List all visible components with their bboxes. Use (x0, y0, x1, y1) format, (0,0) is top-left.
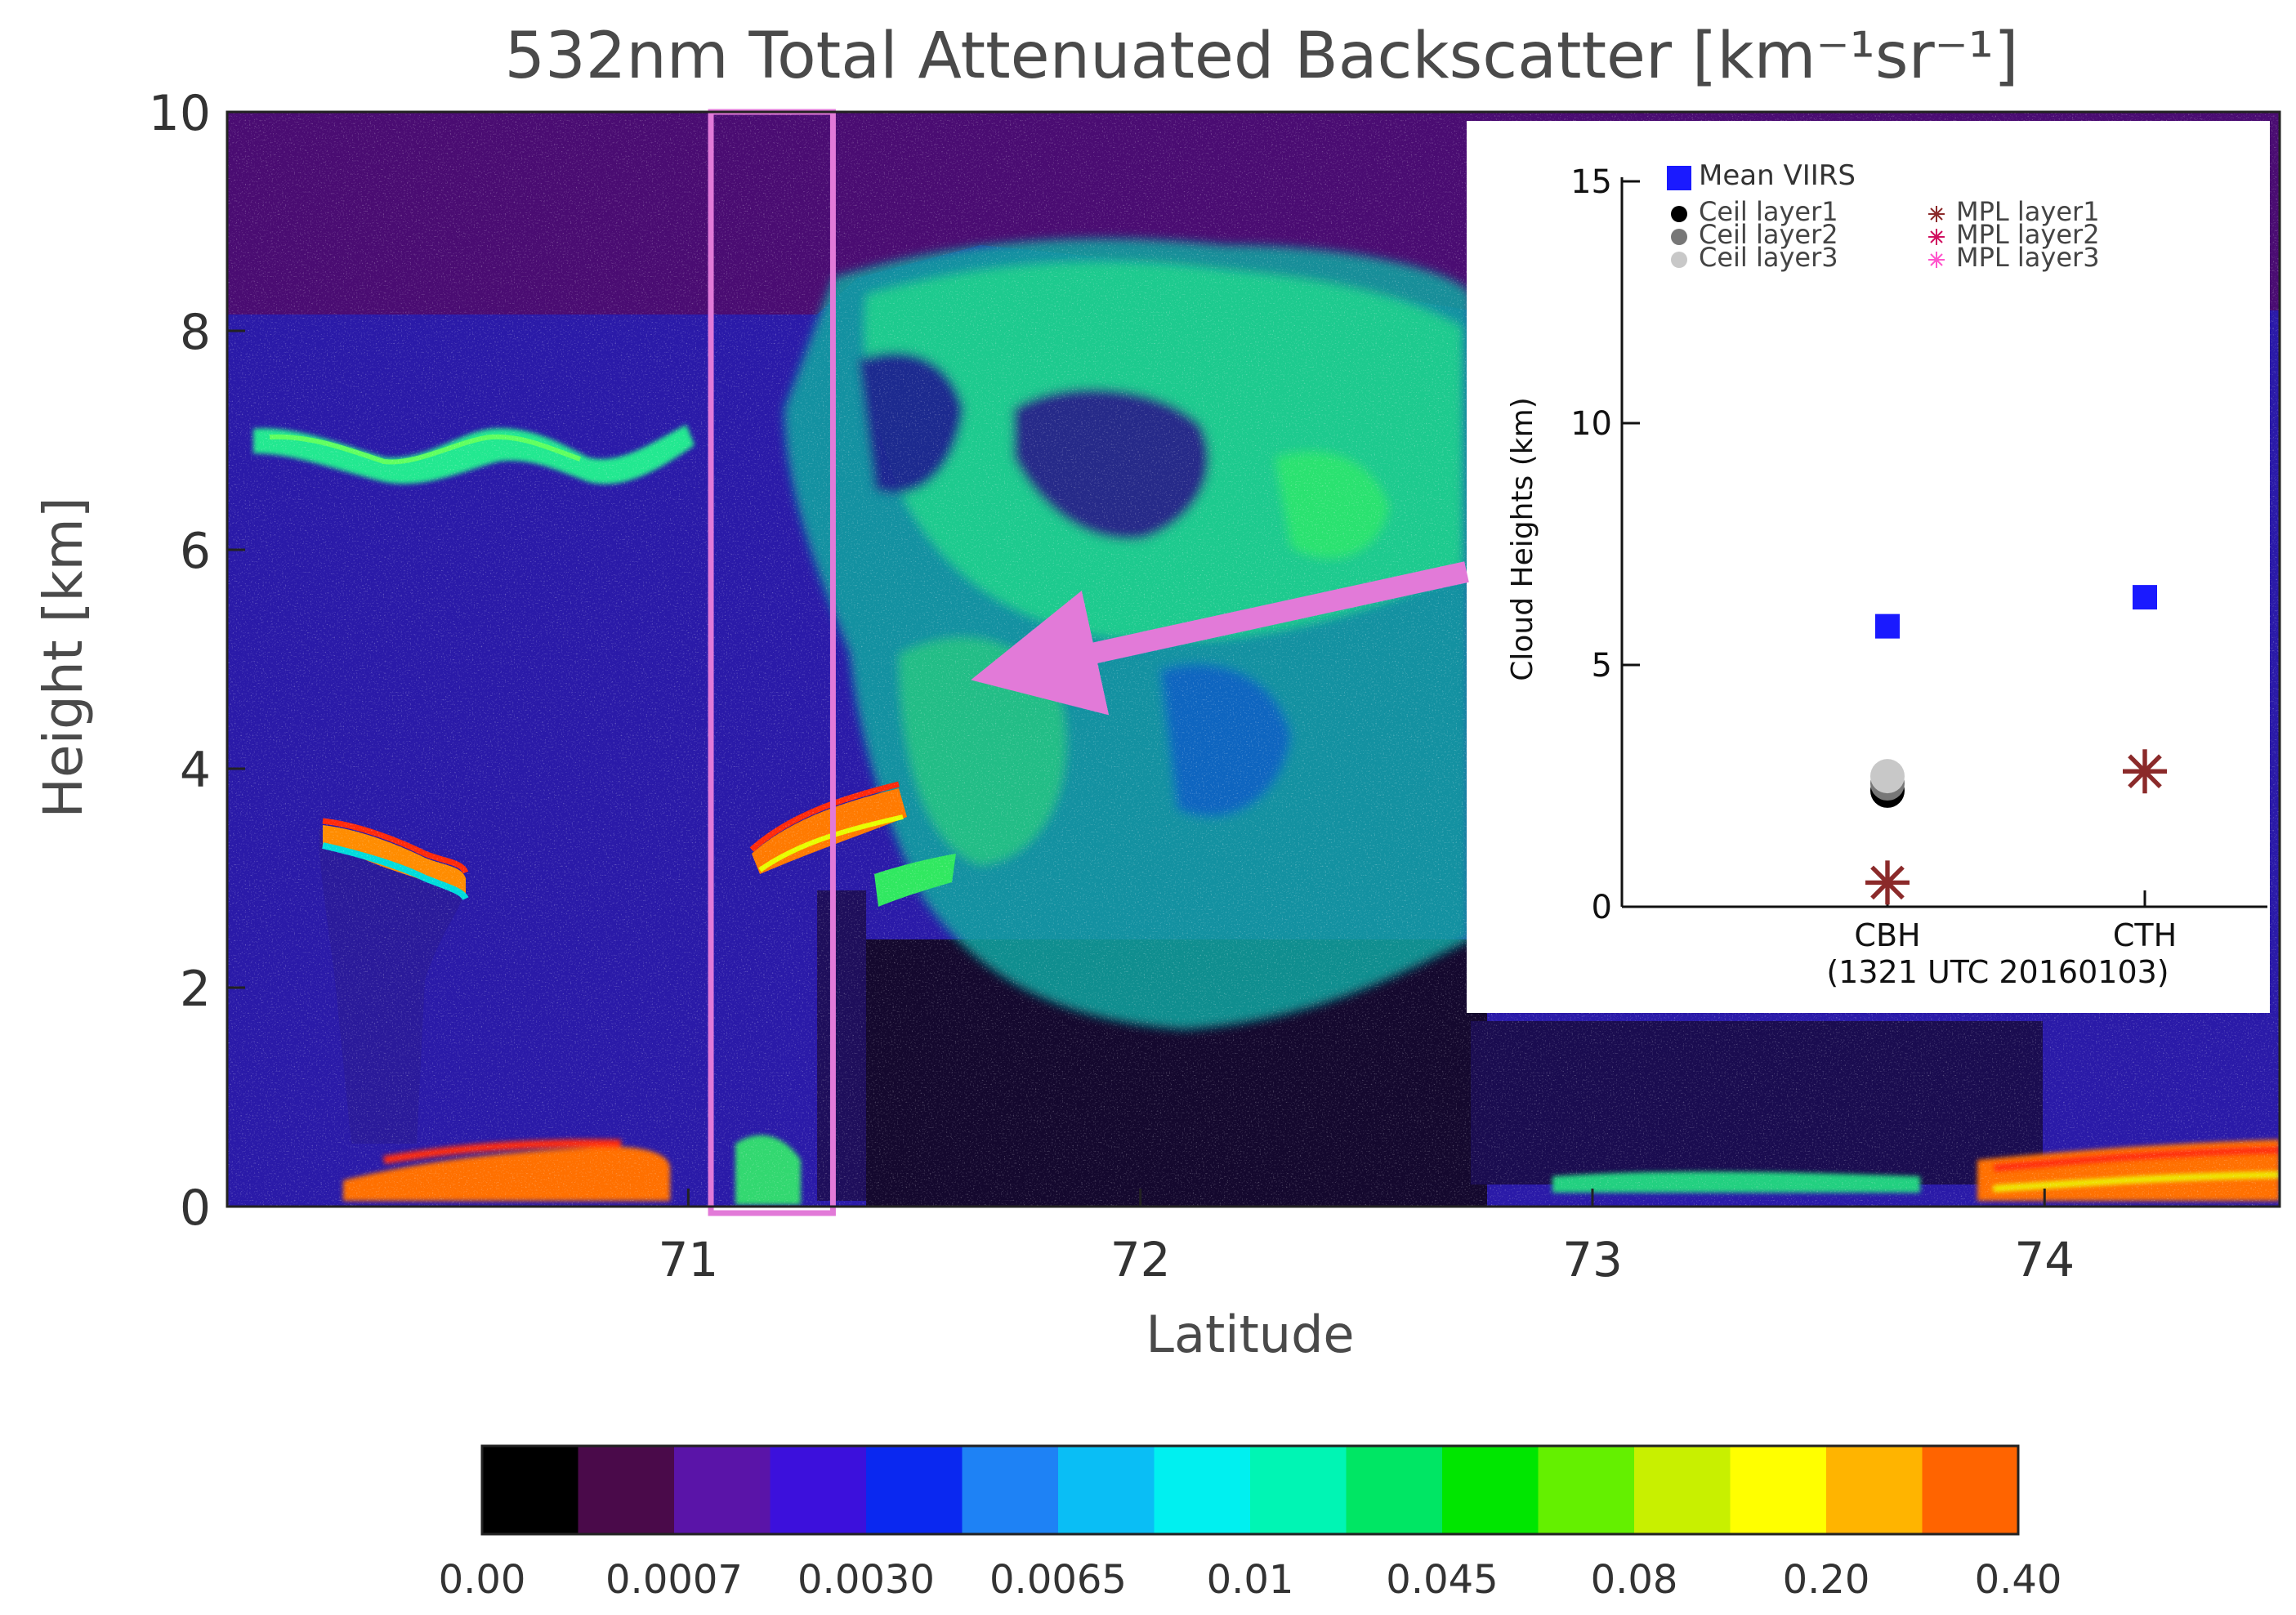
main-y-axis-label: Height [km] (32, 497, 95, 818)
main-x-axis-label: Latitude (1146, 1305, 1354, 1364)
data-point (1875, 613, 1900, 639)
colorbar-swatch (578, 1446, 675, 1534)
colorbar-swatch (770, 1446, 867, 1534)
legend-label: MPL layer3 (1956, 242, 2100, 273)
data-point (2133, 585, 2157, 610)
inset-x-tick-label: CBH (1854, 917, 1920, 953)
colorbar (480, 1444, 2020, 1536)
colorbar-tick-label: 0.0030 (797, 1557, 935, 1603)
inset-x-note: (1321 UTC 20160103) (1826, 954, 2169, 990)
y-tick-label: 0 (180, 1180, 211, 1237)
colorbar-swatch (1154, 1446, 1251, 1534)
inset-background (1467, 121, 2270, 1013)
inset-y-axis-label: Cloud Heights (km) (1506, 397, 1539, 680)
colorbar-tick-label: 0.08 (1591, 1557, 1678, 1603)
legend-marker (1671, 252, 1687, 268)
colorbar-frame (480, 1444, 2020, 1536)
x-tick-label: 71 (658, 1232, 718, 1287)
colorbar-swatch (1442, 1446, 1539, 1534)
x-tick-label: 74 (2014, 1232, 2075, 1287)
legend-label: Ceil layer3 (1699, 242, 1838, 273)
legend-label: Ceil layer2 (1699, 219, 1838, 250)
legend-marker (1671, 206, 1687, 222)
inset-axes: 0 5 10 15 CBH CTH (1570, 163, 2267, 953)
data-point (1870, 759, 1905, 794)
pointer-arrow (971, 561, 1469, 716)
data-point (2123, 749, 2167, 794)
legend-label: MPL layer2 (1956, 219, 2100, 250)
colorbar-tick-label: 0.00 (439, 1557, 526, 1603)
colorbar-swatch (1538, 1446, 1635, 1534)
colorbar-tick-label: 0.0007 (605, 1557, 743, 1603)
inset-y-tick-label: 15 (1570, 163, 1612, 201)
y-tick-label: 10 (149, 85, 211, 142)
x-tick-label: 73 (1562, 1232, 1623, 1287)
colorbar-tick-label: 0.045 (1386, 1557, 1498, 1603)
colorbar-swatch (1922, 1446, 2019, 1534)
main-x-ticks: 71 72 73 74 (658, 1189, 2075, 1287)
inset-y-tick-label: 5 (1592, 647, 1612, 685)
inset-y-tick-label: 0 (1592, 889, 1612, 926)
main-y-ticks: 0 2 4 6 8 10 (149, 85, 245, 1237)
colorbar-swatch (482, 1446, 578, 1534)
legend-label: Ceil layer1 (1699, 196, 1838, 227)
legend-marker (1928, 206, 1945, 222)
colorbar-tick-label: 0.0065 (989, 1557, 1127, 1603)
y-tick-label: 2 (180, 961, 211, 1018)
colorbar-swatch (866, 1446, 963, 1534)
legend-marker (1928, 229, 1945, 245)
inset-points (1865, 585, 2167, 905)
chart-title: 532nm Total Attenuated Backscatter [km⁻¹… (504, 20, 2018, 93)
colorbar-swatch (1346, 1446, 1443, 1534)
legend-marker (1671, 229, 1687, 245)
legend-label: Mean VIIRS (1699, 159, 1856, 192)
colorbar-swatch (674, 1446, 771, 1534)
colorbar-tick-label: 0.20 (1783, 1557, 1870, 1603)
legend-label: MPL layer1 (1956, 196, 2100, 227)
colorbar-swatch (962, 1446, 1059, 1534)
legend-marker (1667, 166, 1691, 190)
y-tick-label: 8 (180, 304, 211, 361)
y-tick-label: 4 (180, 742, 211, 799)
inset-y-tick-label: 10 (1570, 405, 1612, 443)
colorbar-swatch (1826, 1446, 1923, 1534)
x-tick-label: 72 (1110, 1232, 1171, 1287)
colorbar-labels: 0.00 0.0007 0.0030 0.0065 0.01 0.045 0.08 0.20 0… (439, 1557, 2062, 1603)
colorbar-swatch (1058, 1446, 1155, 1534)
colorbar-swatch (1634, 1446, 1731, 1534)
heatmap-frame (226, 110, 2281, 1208)
legend-marker (1928, 252, 1945, 268)
y-tick-label: 6 (180, 523, 211, 580)
colorbar-tick-label: 0.40 (1975, 1557, 2062, 1603)
colorbar-swatch (1250, 1446, 1347, 1534)
data-point (1865, 860, 1910, 905)
inset-x-tick-label: CTH (2113, 917, 2177, 953)
colorbar-tick-label: 0.01 (1207, 1557, 1294, 1603)
colorbar-swatch (1730, 1446, 1827, 1534)
